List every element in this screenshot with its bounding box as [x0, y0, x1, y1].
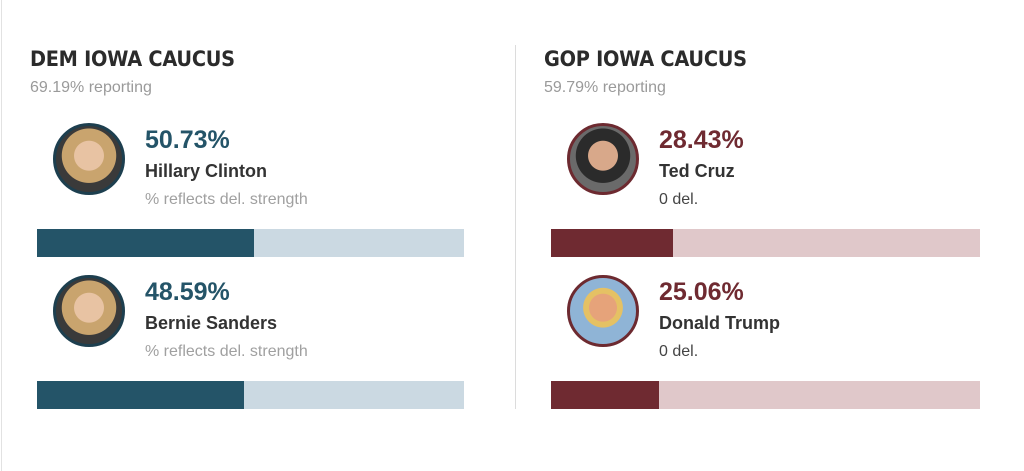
candidate-sanders: 48.59% Bernie Sanders % reflects del. st… — [0, 275, 470, 425]
clinton-avatar — [53, 123, 125, 195]
candidate-note: % reflects del. strength — [145, 343, 308, 360]
candidate-note: 0 del. — [659, 191, 699, 208]
candidate-name: Ted Cruz — [659, 161, 735, 181]
dem-title: DEM IOWA CAUCUS — [30, 47, 235, 71]
candidate-name: Hillary Clinton — [145, 161, 268, 181]
candidate-pct: 25.06% — [659, 278, 744, 306]
gop-title: GOP IOWA CAUCUS — [544, 47, 747, 71]
candidate-pct: 48.59% — [145, 278, 230, 306]
vote-bar — [37, 381, 464, 409]
candidate-pct: 28.43% — [659, 126, 744, 154]
candidate-cruz: 28.43% Ted Cruz 0 del. — [514, 123, 984, 273]
candidate-trump: 25.06% Donald Trump 0 del. — [514, 275, 984, 425]
candidate-note: % reflects del. strength — [145, 191, 308, 208]
vote-bar-fill — [37, 229, 254, 257]
panel-divider — [515, 45, 516, 409]
vote-bar — [551, 229, 980, 257]
candidate-note: 0 del. — [659, 343, 699, 360]
vote-bar — [551, 381, 980, 409]
candidate-name: Donald Trump — [659, 313, 780, 333]
vote-bar-fill — [551, 229, 673, 257]
vote-bar-fill — [37, 381, 245, 409]
trump-avatar — [567, 275, 639, 347]
dem-reporting: 69.19% reporting — [30, 79, 152, 96]
candidate-name: Bernie Sanders — [145, 313, 278, 333]
vote-bar-fill — [551, 381, 659, 409]
candidate-clinton: 50.73% Hillary Clinton % reflects del. s… — [0, 123, 470, 273]
vote-bar — [37, 229, 464, 257]
left-border — [1, 0, 2, 471]
candidate-pct: 50.73% — [145, 126, 230, 154]
sanders-avatar — [53, 275, 125, 347]
gop-reporting: 59.79% reporting — [544, 79, 666, 96]
cruz-avatar — [567, 123, 639, 195]
